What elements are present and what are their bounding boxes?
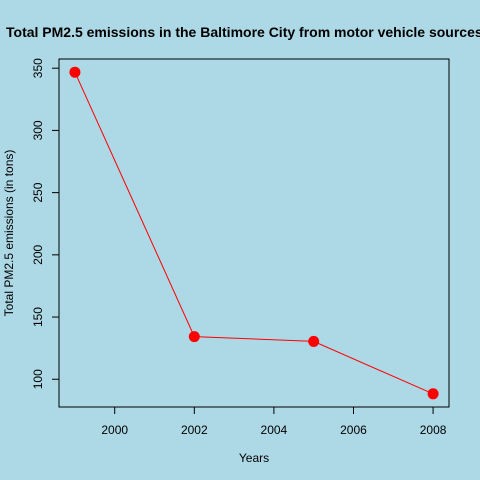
x-tick-label: 2008 [420, 423, 447, 437]
series-line-group [74, 71, 434, 395]
x-tick-label: 2004 [261, 423, 288, 437]
x-tick-label: 2000 [101, 423, 128, 437]
y-axis-label: Total PM2.5 emissions (in tons) [2, 150, 16, 317]
data-point [427, 388, 439, 400]
x-axis-label: Years [239, 451, 269, 465]
y-tick-label: 100 [31, 369, 45, 389]
series-points-group [69, 66, 439, 400]
y-tick-label: 200 [31, 245, 45, 265]
y-tick-label: 250 [31, 182, 45, 202]
plot-frame [58, 58, 450, 408]
x-tick-label: 2006 [340, 423, 367, 437]
y-axis: 100 150 200 250 300 350 [31, 58, 60, 389]
y-tick-label: 300 [31, 120, 45, 140]
data-point [69, 66, 81, 78]
data-point [308, 335, 320, 347]
x-axis: 2000 2002 2004 2006 2008 [101, 406, 447, 437]
y-tick-label: 350 [31, 58, 45, 78]
chart-title: Total PM2.5 emissions in the Baltimore C… [6, 24, 480, 40]
x-tick-label: 2002 [181, 423, 208, 437]
data-point [188, 331, 200, 343]
series-line [74, 71, 434, 395]
y-tick-label: 150 [31, 307, 45, 327]
